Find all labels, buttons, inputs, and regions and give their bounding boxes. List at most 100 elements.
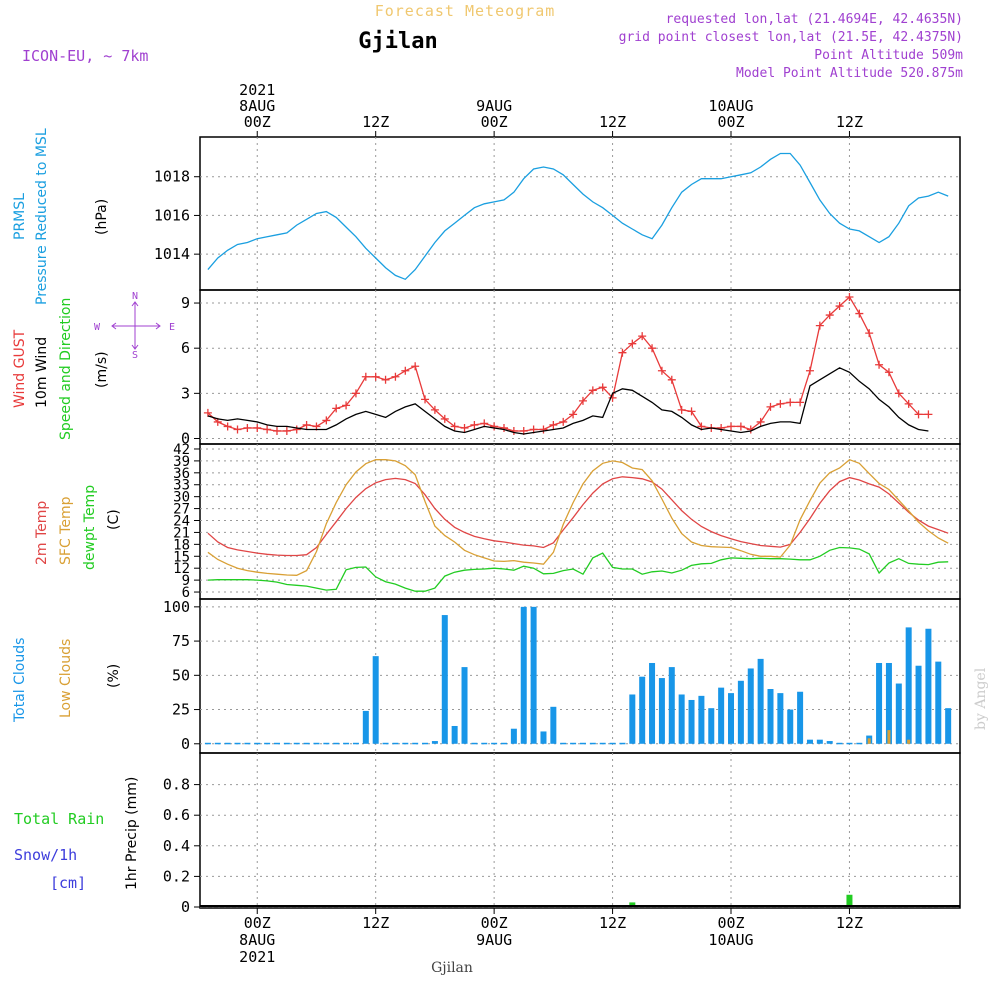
pressure-panel: 1014 1016 1018 <box>154 136 961 291</box>
top-tick-label: 00Z <box>244 113 271 131</box>
gust-marker <box>361 372 370 381</box>
gust-marker <box>460 423 469 432</box>
y-tick-label: 36 <box>173 466 190 482</box>
gust-marker <box>272 426 281 435</box>
total-cloud-bar <box>362 710 369 744</box>
gust-marker <box>776 399 785 408</box>
total-cloud-bar <box>816 739 823 744</box>
bottom-tick-label: 2021 <box>239 948 275 966</box>
temp-label-sfc: SFC Temp <box>58 496 74 565</box>
total-cloud-bar <box>737 680 744 744</box>
total-cloud-bar <box>530 606 537 744</box>
total-cloud-bar <box>392 742 399 745</box>
compass-east-arrow <box>155 322 161 330</box>
gust-marker <box>559 417 568 426</box>
compass-west: W <box>94 322 101 333</box>
gust-marker <box>253 423 262 432</box>
total-cloud-bar <box>372 656 379 744</box>
dewpt-temp-line <box>207 546 949 592</box>
model-altitude: Model Point Altitude 520.875m <box>736 66 963 81</box>
y-tick-label: 0.8 <box>163 776 190 794</box>
total-cloud-bar <box>836 742 843 745</box>
y-tick-label: 21 <box>173 525 190 541</box>
total-cloud-bar <box>451 725 458 744</box>
gust-marker <box>648 344 657 353</box>
y-tick-label: 12 <box>173 561 190 577</box>
requested-coords: requested lon,lat (21.4694E, 42.4635N) <box>666 12 963 27</box>
y-tick-label: 39 <box>173 454 190 470</box>
gust-marker <box>440 414 449 423</box>
total-cloud-bar <box>481 742 488 745</box>
y-tick-label: 50 <box>172 666 190 684</box>
total-cloud-bar <box>649 662 656 744</box>
y-tick-label: 1014 <box>154 245 190 263</box>
total-cloud-bar <box>579 742 586 745</box>
total-cloud-bar <box>303 742 310 745</box>
pressure-line <box>207 152 949 281</box>
gust-marker <box>470 420 479 429</box>
total-cloud-bar <box>214 742 221 745</box>
10m-wind-line <box>207 367 929 435</box>
gust-marker <box>687 407 696 416</box>
gust-marker <box>509 426 518 435</box>
total-cloud-bar <box>876 662 883 744</box>
gust-marker <box>608 393 617 402</box>
top-tick-label: 9AUG <box>476 97 512 115</box>
compass-west-arrow <box>111 322 117 330</box>
gust-marker <box>628 339 637 348</box>
total-cloud-bar <box>254 742 261 745</box>
total-cloud-bar <box>343 742 350 745</box>
top-tick-label: 2021 <box>239 81 275 99</box>
gust-marker <box>638 332 647 341</box>
total-cloud-bar <box>520 606 527 744</box>
precip-panel: 0 0.2 0.4 0.6 0.8 <box>163 752 961 916</box>
gust-marker <box>815 321 824 330</box>
total-cloud-bar <box>471 742 478 745</box>
y-tick-label: 0.4 <box>163 837 190 855</box>
gust-marker <box>786 398 795 407</box>
gust-marker <box>736 422 745 431</box>
bottom-tick-label: 10AUG <box>708 931 753 949</box>
grid-point-coords: grid point closest lon,lat (21.5E, 42.43… <box>619 30 963 45</box>
top-tick-label: 12Z <box>599 113 626 131</box>
total-cloud-bar <box>718 687 725 744</box>
total-cloud-bar <box>757 658 764 744</box>
gust-marker <box>845 293 854 302</box>
y-tick-label: 1016 <box>154 206 190 224</box>
y-tick-label: 0 <box>181 429 190 447</box>
total-cloud-bar <box>589 742 596 745</box>
pressure-label-msl: Pressure Reduced to MSL <box>34 128 50 305</box>
total-cloud-bar <box>333 742 340 745</box>
gust-marker <box>282 426 291 435</box>
y-tick-label: 0 <box>181 735 190 753</box>
total-cloud-bar <box>728 693 735 744</box>
gust-marker <box>332 404 341 413</box>
rain-bar <box>846 894 853 907</box>
chart-panels: 1014101610180369691215182124273033363942… <box>154 136 961 916</box>
bottom-tick-label: 8AUG <box>239 931 275 949</box>
point-altitude: Point Altitude 509m <box>814 48 963 63</box>
total-cloud-bar <box>708 708 715 744</box>
y-tick-label: 25 <box>172 701 190 719</box>
total-cloud-bar <box>678 694 685 744</box>
clouds-panel: 0 25 50 75 100 <box>163 598 961 754</box>
model-label: ICON-EU, ~ 7km <box>22 47 148 65</box>
sfc-temp-line <box>207 458 949 576</box>
gust-marker <box>203 408 212 417</box>
gust-marker <box>835 302 844 311</box>
gust-marker <box>598 383 607 392</box>
gust-marker <box>588 386 597 395</box>
clouds-unit: (%) <box>106 664 122 688</box>
total-cloud-bar <box>431 741 438 744</box>
y-tick-label: 30 <box>173 490 190 506</box>
y-tick-label: 15 <box>173 549 190 565</box>
gust-marker <box>421 395 430 404</box>
y-tick-label: 3 <box>181 384 190 402</box>
total-cloud-bar <box>550 706 557 744</box>
gust-marker <box>302 420 311 429</box>
total-cloud-bar <box>570 742 577 745</box>
temp-unit: (C) <box>106 509 122 530</box>
precip-legend-rain: Total Rain <box>14 810 104 828</box>
gust-marker <box>233 425 242 434</box>
